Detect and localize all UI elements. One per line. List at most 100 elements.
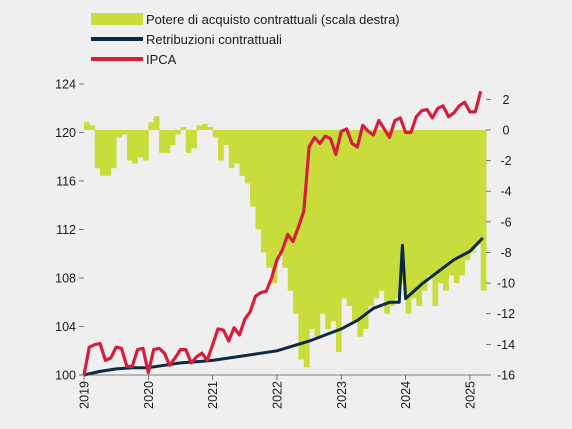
bar [234,129,240,164]
bar [196,125,203,130]
y-axis-right: 2 0 -2 -4 -6 -8 -10 -12 -14 -16 [486,93,515,383]
bar [405,129,412,314]
bar [121,129,128,135]
bar [464,129,471,261]
bar [287,129,294,291]
legend-swatch [91,13,143,25]
y-left-tick-label: 120 [55,126,76,140]
bar [362,129,369,329]
bar [207,126,214,130]
bar [298,129,305,360]
bar [325,129,331,329]
bar [255,129,262,230]
bar [201,123,208,130]
bar [394,129,401,299]
bar [143,129,149,161]
bar [448,129,455,276]
bar [400,129,407,284]
x-tick-label: 2019 [78,381,92,409]
bar [335,129,342,352]
y-right-tick-label: 2 [503,93,510,107]
bar [282,129,289,268]
bar [330,129,337,322]
bar [169,129,176,146]
bar [314,129,321,337]
bar [191,129,197,149]
series-line [82,90,483,376]
bar [100,129,106,176]
bar [277,129,283,253]
y-left-tick-label: 112 [56,223,76,237]
y-left-tick-label: 104 [55,320,76,334]
bar [384,129,390,314]
x-tick-label: 2024 [399,381,413,409]
bar [116,129,122,138]
bar [357,129,364,337]
bar [437,129,444,284]
bar [105,129,112,176]
legend-label: IPCA [146,52,177,67]
bar [175,129,181,135]
bar [346,129,353,306]
bar [378,129,385,291]
series-line [83,236,484,377]
bar [293,129,299,314]
bar [223,129,230,146]
bar [341,129,348,299]
y-right-tick-label: -4 [500,185,511,199]
bar [260,129,267,253]
bar [244,129,251,184]
bar [137,129,144,158]
bar [126,129,133,161]
bar [373,129,380,299]
legend-label: Potere di acquisto contrattuali (scala d… [146,12,400,27]
x-tick-label: 2020 [142,381,156,409]
line-series [82,90,484,377]
x-tick-label: 2021 [206,381,220,409]
bar [432,129,439,306]
bar [132,129,138,164]
bar [368,129,374,306]
bar [84,122,90,130]
bar [453,129,460,284]
y-right-tick-label: -10 [497,277,515,291]
bar [266,129,272,268]
y-left-tick-label: 108 [55,272,76,286]
bar [443,129,449,291]
bar [352,129,358,322]
bar [159,129,165,153]
bar [469,129,476,253]
bar [416,129,423,306]
y-right-tick-label: -8 [500,246,511,260]
legend: Potere di acquisto contrattuali (scala d… [91,12,400,67]
bar-series [84,116,487,368]
bar [250,129,256,207]
bar [319,129,326,314]
bar [94,129,101,169]
y-axis-left: 100 104 108 112 116 120 124 [55,78,84,383]
legend-label: Retribuzioni contrattuali [146,32,282,47]
bar [153,116,160,130]
bar [475,129,482,245]
bar [212,129,219,138]
y-left-tick-label: 116 [56,175,76,189]
y-right-tick-label: -12 [497,307,515,321]
x-tick-label: 2025 [463,381,477,409]
bar [303,129,310,368]
y-right-tick-label: -14 [497,338,515,352]
y-left-tick-label: 124 [55,78,76,92]
bar [228,129,235,169]
bar [164,129,171,153]
bar [89,125,96,130]
bar [427,129,433,276]
y-right-tick-label: -16 [497,369,515,383]
x-axis: 2019 2020 2021 2022 2023 2024 2025 [78,375,477,409]
y-right-tick-label: 0 [503,123,510,137]
bar [218,129,224,161]
y-right-tick-label: -6 [500,215,511,229]
bar [389,129,396,306]
y-right-tick-label: -2 [500,154,511,168]
bar [309,129,315,329]
bar [271,129,278,284]
